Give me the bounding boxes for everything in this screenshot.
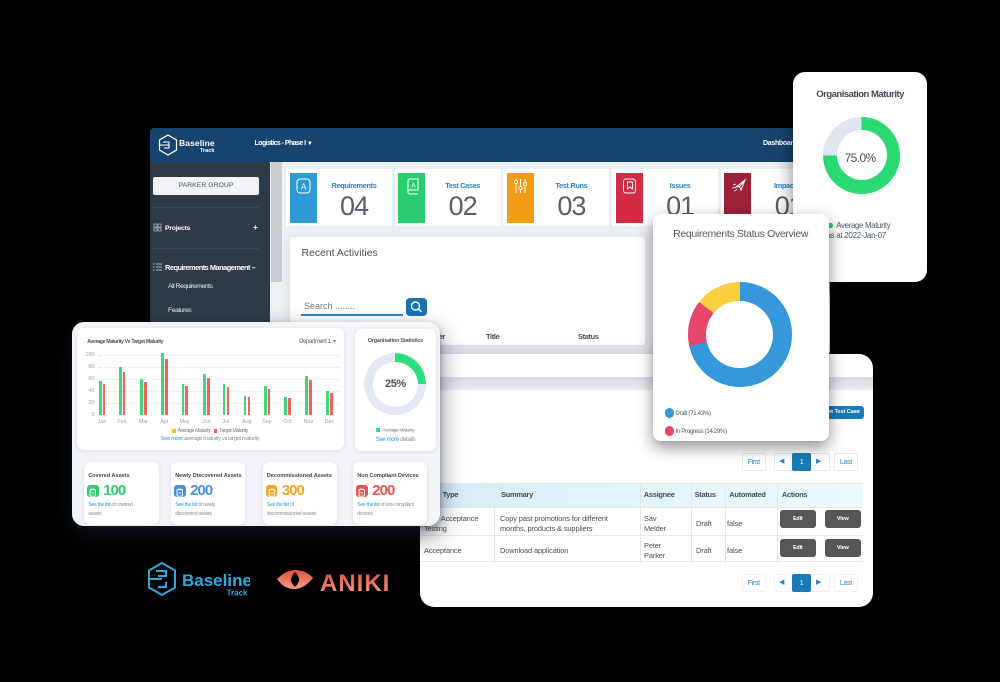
svg-text:ANIKI: ANIKI [320,570,390,596]
svg-text:A: A [301,183,307,192]
svg-text:Baseline: Baseline [182,571,250,590]
svg-text:Track: Track [227,589,248,598]
svg-text:A: A [411,183,416,190]
